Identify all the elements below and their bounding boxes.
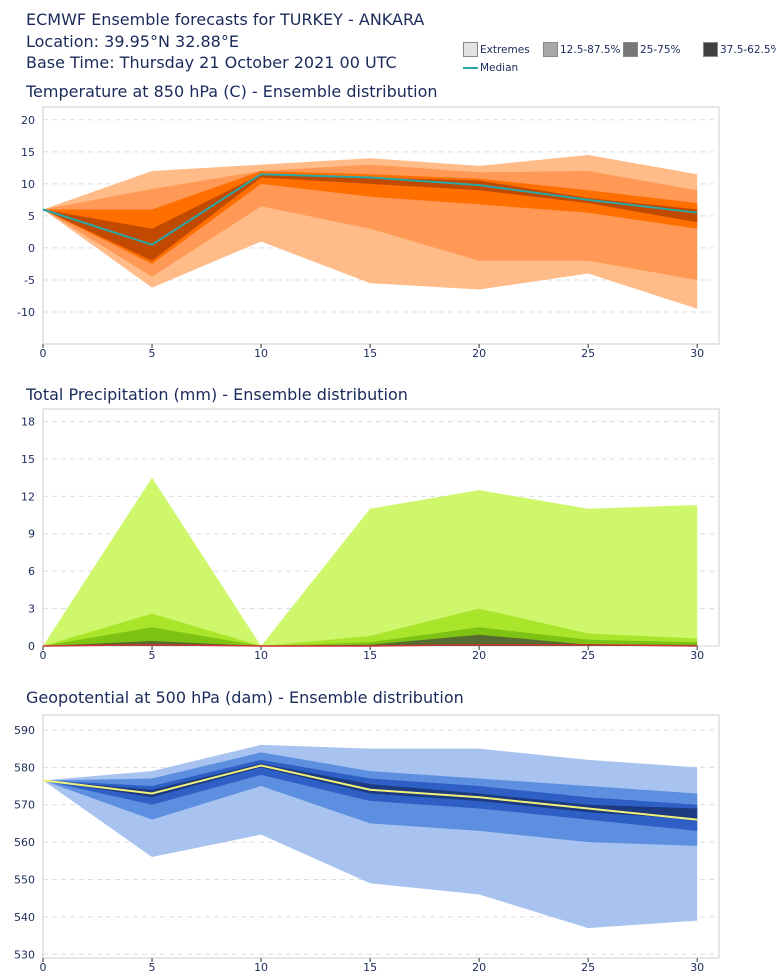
temp-xtick-label: 20 [472,347,486,360]
temp-xtick-label: 15 [363,347,377,360]
temp-ytick-label: 5 [28,210,35,223]
legend-median-line [463,67,478,69]
geo-ytick-label: 530 [14,948,35,961]
legend-median-label: Median [480,62,519,74]
geo-xtick-label: 10 [254,961,268,974]
header-title: ECMWF Ensemble forecasts for TURKEY - AN… [26,10,425,29]
legend-p12-label: 12.5-87.5% [560,43,621,56]
geo-ytick-label: 540 [14,911,35,924]
temp-xtick-label: 25 [581,347,595,360]
temp-ytick-label: 0 [28,242,35,255]
temp-ytick-label: -10 [17,306,35,319]
prec-ytick-label: 6 [28,565,35,578]
temp-title: Temperature at 850 hPa (C) - Ensemble di… [26,82,438,101]
temp-ytick-label: 10 [21,178,35,191]
geo-panel: 530 540 550 560 570 580 590 0 5 10 15 20 25 30 [14,714,720,974]
legend-p25-swatch [623,42,638,57]
geo-xtick-label: 15 [363,961,377,974]
geo-ytick-label: 550 [14,873,35,886]
prec-xtick-label: 5 [149,649,156,662]
legend-p25-label: 25-75% [640,43,681,56]
prec-extremes-band [43,477,698,646]
header-base-time: Base Time: Thursday 21 October 2021 00 U… [26,53,397,72]
temp-ytick-label: -5 [24,274,35,287]
prec-title: Total Precipitation (mm) - Ensemble dist… [26,385,408,404]
prec-xtick-label: 25 [581,649,595,662]
geo-ytick-label: 580 [14,761,35,774]
geo-ytick-label: 570 [14,799,35,812]
geo-p37-band [43,763,698,820]
temp-ytick-label: 20 [21,114,35,127]
temp-xtick-label: 30 [690,347,704,360]
geo-xtick-label: 5 [149,961,156,974]
geo-median-line [42,764,698,821]
prec-xtick-label: 30 [690,649,704,662]
legend-p12-swatch [543,42,558,57]
legend-extremes-swatch [463,42,478,57]
prec-ytick-label: 12 [21,490,35,503]
prec-ytick-label: 15 [21,453,35,466]
prec-p37-band [43,634,698,646]
legend-p25: 25-75% [623,42,681,57]
temp-xtick-label: 0 [40,347,47,360]
prec-xtick-label: 20 [472,649,486,662]
legend-p12: 12.5-87.5% [543,42,621,57]
geo-xtick-label: 0 [40,961,47,974]
prec-ytick-label: 18 [21,415,35,428]
geo-xtick-label: 20 [472,961,486,974]
legend-p37: 37.5-62.5% [703,42,776,57]
legend-p37-swatch [703,42,718,57]
geo-xtick-label: 30 [690,961,704,974]
temp-median-line [42,173,698,246]
geo-xtick-label: 25 [581,961,595,974]
prec-ytick-label: 0 [28,640,35,653]
temp-p37-band [43,174,698,261]
temp-ytick-label: 15 [21,146,35,159]
prec-xtick-label: 10 [254,649,268,662]
header-location: Location: 39.95°N 32.88°E [26,32,239,51]
prec-ytick-label: 9 [28,528,35,541]
legend-median: Median [463,62,518,74]
prec-panel: 0 3 6 9 12 15 18 0 5 10 15 20 25 30 [21,408,720,662]
geo-title: Geopotential at 500 hPa (dam) - Ensemble… [26,688,464,707]
prec-xtick-label: 0 [40,649,47,662]
temp-xtick-label: 10 [254,347,268,360]
legend-p37-label: 37.5-62.5% [720,43,776,56]
legend-extremes: Extremes [463,42,530,57]
prec-median-line [42,644,698,647]
geo-ytick-label: 560 [14,836,35,849]
temp-panel: -10 -5 0 5 10 15 20 0 5 10 15 20 25 30 [17,106,720,360]
prec-xtick-label: 15 [363,649,377,662]
geo-ytick-label: 590 [14,724,35,737]
temp-xtick-label: 5 [149,347,156,360]
legend-extremes-label: Extremes [480,43,530,56]
prec-ytick-label: 3 [28,603,35,616]
